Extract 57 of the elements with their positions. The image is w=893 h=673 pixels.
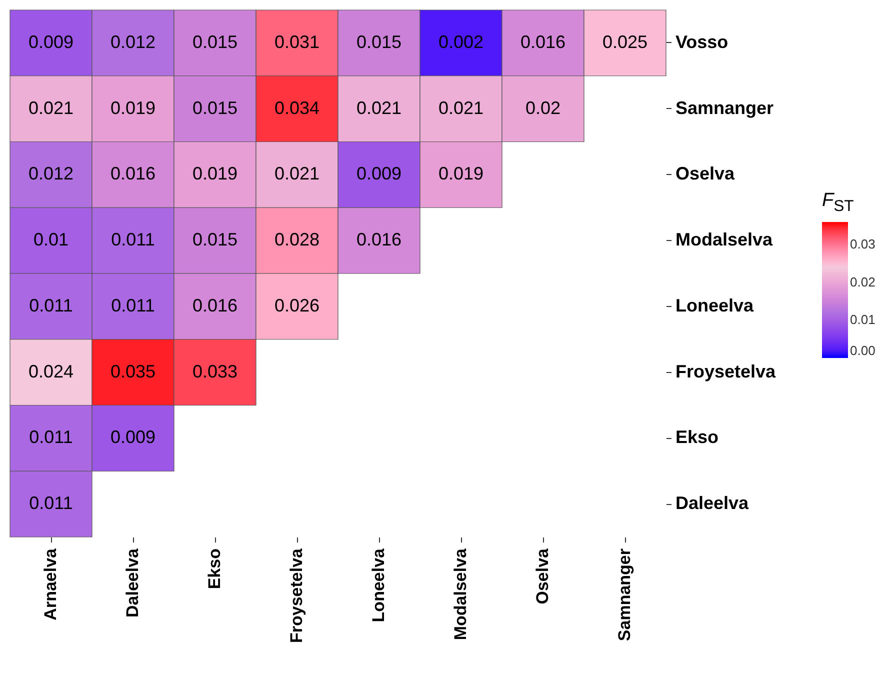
x-tick-label: Ekso	[205, 548, 224, 590]
y-tick-label: Ekso	[676, 427, 719, 448]
data-label: 0.026	[274, 295, 320, 316]
data-label: 0.016	[192, 295, 238, 316]
data-label: 0.021	[356, 98, 402, 118]
color-bar-label: 0.02	[850, 274, 876, 290]
x-tick-label: Daleelva	[123, 548, 142, 618]
data-label: 0.021	[28, 98, 74, 118]
data-label: 0.011	[111, 295, 155, 316]
data-label: 0.015	[192, 230, 238, 250]
data-label: 0.035	[110, 361, 156, 382]
y-tick-label: Modalselva	[676, 230, 774, 250]
y-tick-label: Samnanger	[676, 98, 774, 118]
data-label: 0.019	[110, 98, 156, 118]
x-tick-label: Arnaelva	[41, 548, 60, 620]
x-tick-label: Oselva	[533, 548, 552, 604]
color-bar-title: F$_{ST}$	[822, 190, 854, 215]
data-label: 0.019	[438, 164, 484, 184]
x-tick-label: Modalselva	[451, 548, 470, 640]
data-label: 0.034	[274, 98, 320, 118]
data-label: 0.011	[29, 493, 73, 514]
data-label: 0.011	[29, 427, 73, 448]
data-label: 0.015	[356, 32, 402, 52]
data-label: 0.016	[110, 164, 156, 184]
data-label: 0.025	[602, 32, 648, 52]
y-tick-label: Froysetelva	[676, 361, 777, 382]
x-tick-label: Loneelva	[369, 548, 388, 622]
y-tick-label: Vosso	[676, 32, 728, 52]
data-label: 0.009	[28, 32, 74, 52]
y-tick-label: Loneelva	[676, 295, 755, 316]
y-tick-label: Oselva	[676, 164, 736, 184]
data-label: 0.033	[192, 361, 238, 382]
data-label: 0.024	[28, 361, 74, 382]
data-label: 0.021	[274, 164, 320, 184]
data-label: 0.016	[520, 32, 566, 52]
data-label: 0.031	[274, 32, 320, 52]
data-label: 0.019	[192, 164, 238, 184]
data-label: 0.015	[192, 98, 238, 118]
data-label: 0.016	[356, 230, 402, 250]
data-label: 0.012	[28, 164, 74, 184]
data-label: 0.01	[33, 230, 69, 250]
y-tick-label: Daleelva	[676, 493, 750, 514]
data-label: 0.011	[29, 295, 73, 316]
data-label: 0.002	[438, 32, 484, 52]
data-label: 0.009	[110, 427, 156, 448]
data-label: 0.015	[192, 32, 238, 52]
data-label: 0.028	[274, 230, 320, 250]
x-tick-label: Samnanger	[615, 548, 634, 642]
data-label: 0.021	[438, 98, 484, 118]
color-bar-label: 0.01	[850, 312, 876, 328]
x-tick-label: Froysetelva	[287, 548, 306, 643]
data-label: 0.011	[111, 230, 155, 250]
color-bar-label: 0.00	[850, 343, 876, 358]
data-label: 0.012	[110, 32, 156, 52]
color-bar-label: 0.03	[850, 236, 876, 252]
data-label: 0.009	[356, 164, 402, 184]
data-label: 0.02	[525, 98, 561, 118]
